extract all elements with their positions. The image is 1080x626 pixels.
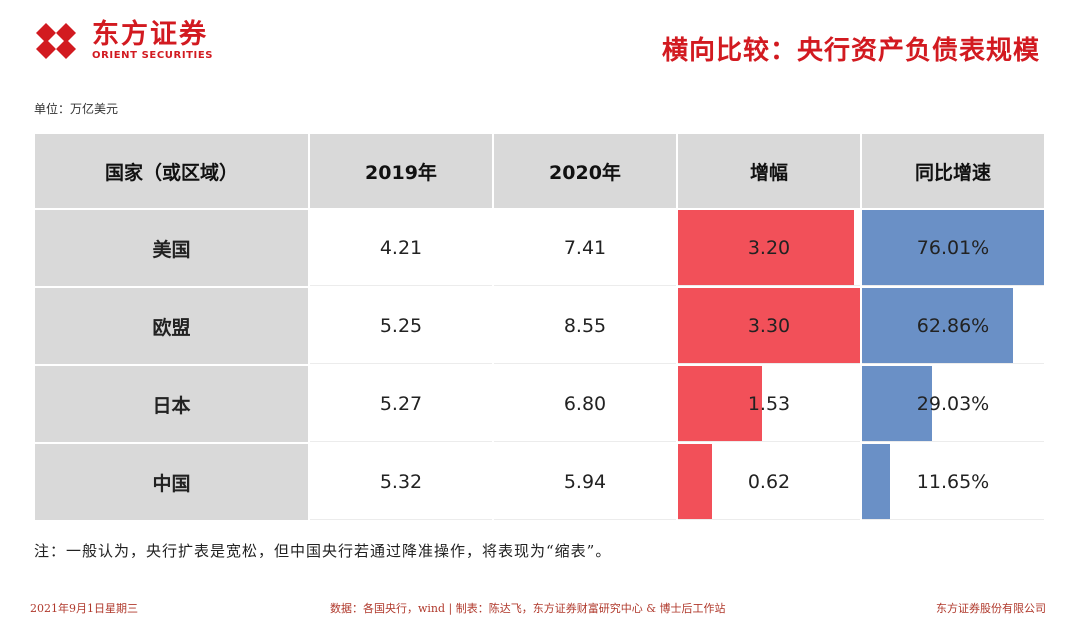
increase-cell: 3.20 — [678, 210, 860, 286]
value-2019-cell: 5.25 — [310, 288, 492, 364]
header-2019: 2019年 — [310, 134, 492, 208]
growth-value: 76.01% — [916, 236, 990, 259]
table-row: 日本 5.27 6.80 1.53 29.03% — [35, 366, 1044, 442]
increase-cell: 0.62 — [678, 444, 860, 520]
growth-cell: 11.65% — [862, 444, 1044, 520]
footer-source: 数据：各国央行，wind | 制表：陈达飞，东方证券财富研究中心 & 博士后工作… — [330, 602, 726, 615]
increase-bar — [678, 366, 763, 441]
country-cell: 欧盟 — [35, 288, 308, 364]
growth-value: 62.86% — [916, 314, 990, 337]
growth-cell: 62.86% — [862, 288, 1044, 364]
table-row: 美国 4.21 7.41 3.20 76.01% — [35, 210, 1044, 286]
growth-bar — [862, 444, 890, 519]
increase-bar — [678, 444, 713, 519]
increase-cell: 3.30 — [678, 288, 860, 364]
company-logo: 东方证券 ORIENT SECURITIES — [30, 18, 213, 64]
increase-bar — [678, 288, 860, 363]
header-growth: 同比增速 — [862, 134, 1044, 208]
increase-bar — [678, 210, 855, 285]
growth-bar — [862, 210, 1044, 285]
country-cell: 日本 — [35, 366, 308, 442]
footnote: 注：一般认为，央行扩表是宽松，但中国央行若通过降准操作，将表现为“缩表”。 — [34, 542, 612, 560]
increase-value: 3.20 — [747, 236, 791, 259]
table-row: 欧盟 5.25 8.55 3.30 62.86% — [35, 288, 1044, 364]
country-cell: 中国 — [35, 444, 308, 520]
balance-sheet-table: 国家（或区域） 2019年 2020年 增幅 同比增速 美国 4.21 7.41… — [33, 132, 1046, 522]
growth-cell: 76.01% — [862, 210, 1044, 286]
value-2020-cell: 5.94 — [494, 444, 676, 520]
growth-cell: 29.03% — [862, 366, 1044, 442]
slide-title: 横向比较：央行资产负债表规模 — [661, 36, 1040, 66]
logo-english-name: ORIENT SECURITIES — [92, 50, 214, 61]
increase-value: 0.62 — [747, 470, 791, 493]
country-cell: 美国 — [35, 210, 308, 286]
growth-bar — [862, 366, 932, 441]
value-2020-cell: 8.55 — [494, 288, 676, 364]
header-country: 国家（或区域） — [35, 134, 308, 208]
increase-value: 3.30 — [747, 314, 791, 337]
growth-value: 11.65% — [916, 470, 990, 493]
value-2020-cell: 7.41 — [494, 210, 676, 286]
increase-cell: 1.53 — [678, 366, 860, 442]
value-2019-cell: 5.27 — [310, 366, 492, 442]
value-2019-cell: 5.32 — [310, 444, 492, 520]
value-2020-cell: 6.80 — [494, 366, 676, 442]
table-row: 中国 5.32 5.94 0.62 11.65% — [35, 444, 1044, 520]
increase-value: 1.53 — [747, 392, 791, 415]
growth-value: 29.03% — [916, 392, 990, 415]
orient-diamond-icon — [36, 23, 76, 59]
footer-company: 东方证券股份有限公司 — [936, 602, 1046, 615]
table-header-row: 国家（或区域） 2019年 2020年 增幅 同比增速 — [35, 134, 1044, 208]
value-2019-cell: 4.21 — [310, 210, 492, 286]
unit-label: 单位：万亿美元 — [34, 102, 119, 116]
header-2020: 2020年 — [494, 134, 676, 208]
footer-date: 2021年9月1日星期三 — [30, 602, 138, 615]
header-increase: 增幅 — [678, 134, 860, 208]
logo-chinese-name: 东方证券 — [92, 19, 208, 50]
growth-bar — [862, 288, 1013, 363]
